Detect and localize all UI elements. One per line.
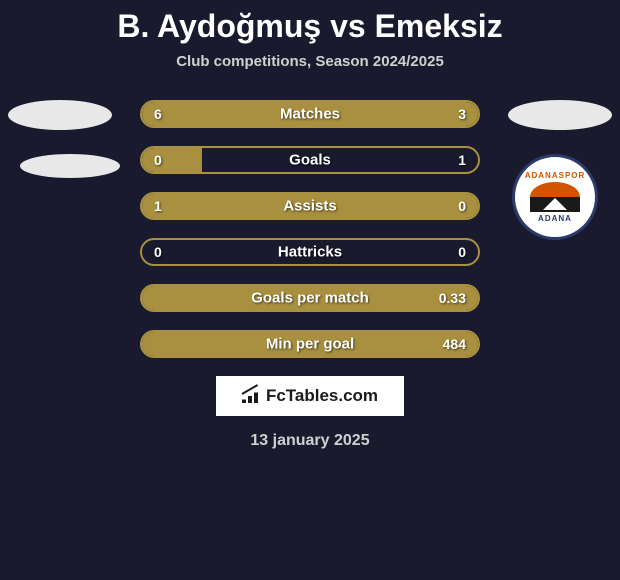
crest-emblem-icon bbox=[530, 182, 580, 212]
stat-value-left: 6 bbox=[154, 106, 162, 122]
stat-label: Assists bbox=[283, 198, 336, 215]
stat-row: 0 Goals 1 bbox=[140, 146, 480, 174]
page-subtitle: Club competitions, Season 2024/2025 bbox=[0, 53, 620, 70]
stat-value-left: 1 bbox=[154, 198, 162, 214]
club-crest: ADANASPOR ADANA bbox=[512, 154, 598, 240]
stat-fill-left bbox=[142, 148, 202, 172]
player-left-avatar-2 bbox=[20, 154, 120, 178]
page-title: B. Aydoğmuş vs Emeksiz bbox=[0, 8, 620, 45]
stat-value-left: 0 bbox=[154, 152, 162, 168]
player-left-avatar bbox=[8, 100, 112, 130]
brand-badge: FcTables.com bbox=[216, 376, 404, 416]
date-label: 13 january 2025 bbox=[0, 432, 620, 450]
stat-label: Hattricks bbox=[278, 244, 342, 261]
stat-row: Min per goal 484 bbox=[140, 330, 480, 358]
stat-label: Goals per match bbox=[251, 290, 369, 307]
stat-row: 6 Matches 3 bbox=[140, 100, 480, 128]
player-right-avatar bbox=[508, 100, 612, 130]
stat-label: Min per goal bbox=[266, 336, 354, 353]
stat-value-right: 0 bbox=[458, 244, 466, 260]
brand-text: FcTables.com bbox=[266, 386, 378, 406]
stat-value-right: 0 bbox=[458, 198, 466, 214]
crest-top-text: ADANASPOR bbox=[525, 171, 586, 180]
stat-label: Matches bbox=[280, 106, 340, 123]
stat-label: Goals bbox=[289, 152, 331, 169]
stat-value-right: 1 bbox=[458, 152, 466, 168]
stat-value-right: 0.33 bbox=[439, 290, 466, 306]
header: B. Aydoğmuş vs Emeksiz Club competitions… bbox=[0, 0, 620, 70]
stat-value-left: 0 bbox=[154, 244, 162, 260]
stats-container: 6 Matches 3 0 Goals 1 1 Assists 0 0 Hattricks 0 Goal… bbox=[140, 100, 480, 358]
stat-row: Goals per match 0.33 bbox=[140, 284, 480, 312]
comparison-content: ADANASPOR ADANA 6 Matches 3 0 Goals 1 1 Assists… bbox=[0, 100, 620, 358]
stat-value-right: 484 bbox=[443, 336, 466, 352]
crest-bottom-text: ADANA bbox=[538, 214, 572, 223]
stat-row: 1 Assists 0 bbox=[140, 192, 480, 220]
stat-value-right: 3 bbox=[458, 106, 466, 122]
footer: FcTables.com 13 january 2025 bbox=[0, 376, 620, 450]
stat-row: 0 Hattricks 0 bbox=[140, 238, 480, 266]
chart-icon bbox=[242, 389, 260, 403]
